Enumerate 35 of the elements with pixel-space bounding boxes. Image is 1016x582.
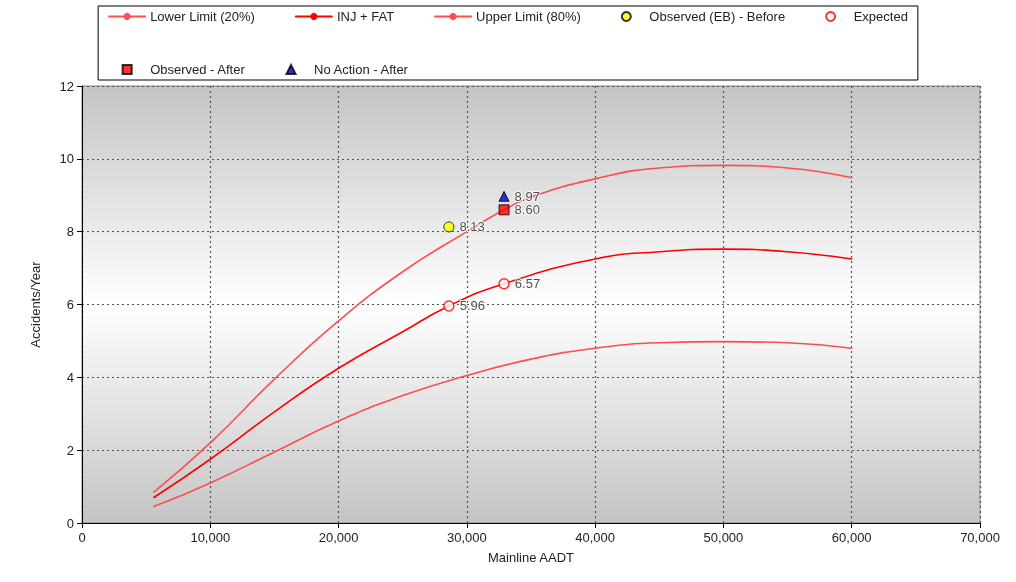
x-tick-label: 20,000: [318, 530, 359, 545]
point: [498, 277, 510, 290]
y-tick-label: 8: [66, 224, 74, 240]
x-tick-label: 70,000: [960, 530, 1000, 545]
data-label: 6.57: [514, 276, 541, 292]
x-tick-label: 30,000: [446, 530, 487, 545]
legend-label: INJ + FAT: [336, 9, 395, 24]
x-tick-label: 0: [78, 530, 86, 545]
line-series: [153, 340, 853, 508]
legend-label: Expected: [853, 9, 908, 24]
data-label: 8.60: [514, 202, 540, 218]
point: [443, 221, 455, 233]
line-series: [153, 164, 853, 493]
x-tick-label: 40,000: [575, 530, 616, 545]
legend-label: Upper Limit (80%): [476, 9, 581, 24]
y-tick-label: 12: [59, 78, 74, 94]
legend-label: No Action - After: [314, 62, 409, 77]
x-tick-label: 10,000: [190, 530, 231, 545]
y-tick-label: 10: [59, 151, 74, 167]
x-axis-title: Mainline AADT: [488, 550, 575, 565]
x-tick-label: 50,000: [703, 530, 744, 545]
legend-label: Lower Limit (20%): [150, 9, 255, 24]
y-tick-label: 4: [66, 369, 74, 385]
line-series: [153, 248, 853, 499]
legend-label: Observed (EB) - Before: [649, 9, 786, 24]
point: [498, 190, 510, 202]
x-tick-label: 60,000: [831, 530, 872, 545]
point: [498, 204, 510, 216]
y-tick-label: 6: [66, 297, 74, 312]
point: [443, 300, 455, 312]
data-label: 5.96: [459, 298, 485, 314]
y-tick-label: 0: [66, 515, 74, 531]
legend-label: Observed - After: [150, 62, 246, 77]
y-tick-label: 2: [66, 442, 74, 458]
y-axis-title: Accidents/Year: [28, 260, 43, 348]
